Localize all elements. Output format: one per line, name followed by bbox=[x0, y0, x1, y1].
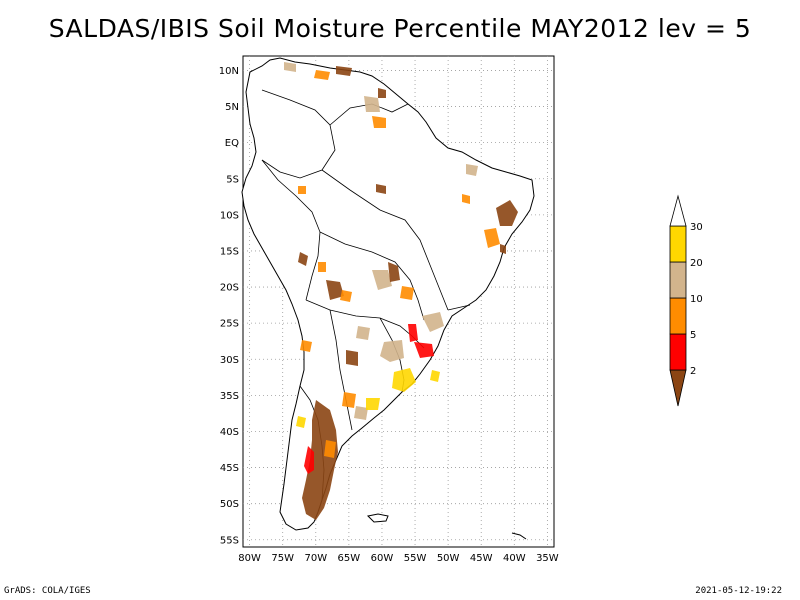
soil-patch-brown bbox=[500, 244, 506, 254]
soil-patch-yellow bbox=[296, 416, 306, 428]
soil-patch-brown bbox=[298, 252, 308, 266]
lon-label: 35W bbox=[536, 553, 559, 564]
lat-label: 10S bbox=[220, 210, 239, 221]
soil-patch-orange bbox=[298, 186, 306, 194]
lon-label: 80W bbox=[238, 553, 261, 564]
lat-label: 10N bbox=[219, 66, 239, 77]
lon-label: 65W bbox=[338, 553, 361, 564]
color-legend: 2 5 10 20 30 bbox=[669, 194, 703, 407]
legend-label: 10 bbox=[690, 294, 703, 305]
lat-label: 15S bbox=[220, 246, 239, 257]
soil-patch-tan bbox=[372, 270, 392, 290]
soil-patch-orange bbox=[324, 440, 336, 458]
lat-label: 5N bbox=[225, 102, 239, 113]
legend-swatch bbox=[669, 297, 687, 335]
soil-patch-brown bbox=[346, 350, 358, 366]
soil-patch-tan bbox=[380, 340, 404, 362]
lat-label: 40S bbox=[220, 427, 239, 438]
lon-label: 60W bbox=[371, 553, 394, 564]
soil-moisture-patches bbox=[284, 62, 518, 520]
lat-label: EQ bbox=[225, 138, 239, 149]
footer-timestamp: 2021-05-12-19:22 bbox=[695, 586, 782, 596]
soil-patch-brown bbox=[302, 400, 338, 520]
lon-label: 50W bbox=[437, 553, 460, 564]
map-frame bbox=[242, 55, 555, 548]
legend-label: 30 bbox=[690, 222, 703, 233]
map-title: SALDAS/IBIS Soil Moisture Percentile MAY… bbox=[48, 14, 752, 43]
longitude-labels: 80W 75W 70W 65W 60W 55W 50W 45W 40W 35W bbox=[238, 553, 558, 564]
soil-patch-brown bbox=[376, 184, 386, 194]
soil-patch-brown bbox=[388, 262, 400, 282]
legend-swatch-highest bbox=[669, 194, 687, 227]
falkland-islands bbox=[366, 513, 389, 523]
lat-label: 35S bbox=[220, 391, 239, 402]
soil-patch-orange bbox=[318, 262, 326, 272]
soil-patch-red bbox=[414, 342, 434, 358]
south-georgia bbox=[511, 532, 527, 540]
soil-patch-orange bbox=[342, 392, 356, 408]
legend-label: 5 bbox=[690, 330, 696, 341]
soil-patch-brown bbox=[326, 280, 344, 300]
soil-patch-brown bbox=[336, 66, 352, 76]
south-america-coastline bbox=[241, 57, 535, 531]
legend-label: 20 bbox=[690, 258, 703, 269]
legend-swatch bbox=[669, 225, 687, 263]
soil-patch-orange bbox=[314, 70, 330, 80]
soil-patch-orange bbox=[372, 116, 386, 128]
legend-swatch-lowest bbox=[669, 369, 687, 407]
lon-label: 70W bbox=[304, 553, 327, 564]
soil-patch-red bbox=[408, 324, 418, 342]
legend-swatch bbox=[669, 261, 687, 299]
soil-patch-brown bbox=[496, 200, 518, 226]
soil-patch-tan bbox=[364, 96, 380, 112]
lat-label: 20S bbox=[220, 283, 239, 294]
soil-patch-tan bbox=[354, 406, 368, 420]
lat-label: 25S bbox=[220, 319, 239, 330]
lon-label: 75W bbox=[271, 553, 294, 564]
soil-patch-tan bbox=[356, 326, 370, 340]
soil-patch-brown bbox=[378, 88, 386, 98]
soil-patch-orange bbox=[462, 194, 470, 204]
soil-patch-yellow bbox=[430, 370, 440, 382]
lat-label: 55S bbox=[220, 535, 239, 546]
soil-patch-orange bbox=[300, 340, 312, 352]
lon-label: 55W bbox=[404, 553, 427, 564]
soil-patch-orange bbox=[400, 286, 414, 300]
soil-patch-yellow bbox=[366, 398, 380, 410]
latitude-labels: 10N 5N EQ 5S 10S 15S 20S 25S 30S 35S 40S 45S 50S 55S bbox=[219, 66, 239, 546]
lat-label: 5S bbox=[226, 174, 239, 185]
soil-patch-orange bbox=[340, 290, 352, 302]
lat-label: 30S bbox=[220, 355, 239, 366]
legend-swatch bbox=[669, 333, 687, 371]
soil-patch-yellow bbox=[392, 368, 416, 392]
soil-patch-tan bbox=[422, 312, 444, 332]
lat-label: 50S bbox=[220, 499, 239, 510]
footer-credit: GrADS: COLA/IGES bbox=[4, 586, 91, 596]
lon-label: 45W bbox=[470, 553, 493, 564]
legend-label: 2 bbox=[690, 366, 696, 377]
lon-label: 40W bbox=[503, 553, 526, 564]
lat-label: 45S bbox=[220, 463, 239, 474]
soil-patch-red bbox=[304, 446, 314, 474]
soil-patch-orange bbox=[484, 228, 500, 248]
soil-patch-tan bbox=[284, 62, 296, 72]
soil-patch-tan bbox=[466, 164, 478, 176]
